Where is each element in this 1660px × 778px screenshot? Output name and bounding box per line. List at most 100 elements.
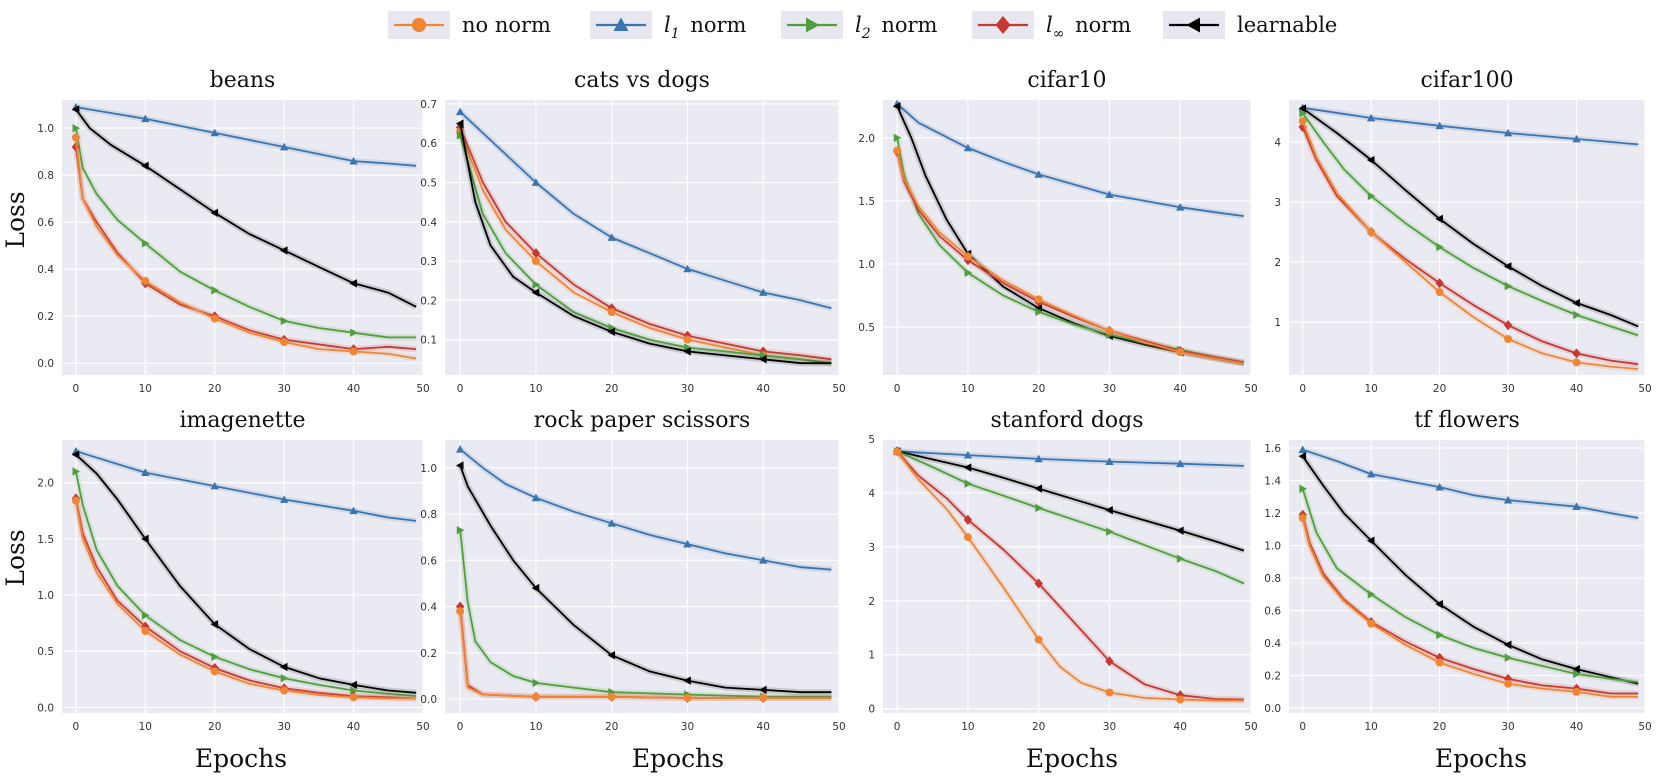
panel-title: imagenette [179,408,305,433]
legend-label: l1 norm [664,13,747,42]
legend-item-linf: l∞ norm [972,11,1131,42]
data-point [1572,664,1580,674]
legend-marker-icon [995,16,1011,34]
y-tick-label: 0.6 [420,138,437,150]
x-tick-label: 0 [1299,721,1306,733]
data-point [532,678,541,688]
data-point [141,534,149,544]
x-tick-label: 20 [1433,383,1446,395]
data-point [141,611,150,620]
legend-label-text: norm [684,13,747,37]
data-point [1299,109,1307,118]
panel-title: cifar100 [1420,68,1513,93]
data-point [1106,527,1114,536]
data-point [1176,459,1185,468]
data-point [71,105,80,114]
data-point [1504,679,1513,688]
x-tick-label: 40 [757,721,770,733]
series-learnable [1298,104,1640,330]
series-l2 [72,467,417,700]
series-l1 [455,107,833,312]
data-point [1299,484,1307,493]
x-tick-label: 10 [529,383,542,395]
y-tick-label: 1.0 [858,259,875,271]
y-tick-label: 1 [868,650,875,662]
data-point [141,114,150,123]
series-line [897,450,1244,467]
legend-label-text: norm [1068,13,1131,37]
data-point [1298,514,1307,522]
y-tick-label: 0.8 [1264,573,1281,585]
data-point [1435,599,1443,609]
data-point [963,514,973,525]
series-line [1301,488,1639,683]
y-axis-label-top: Loss [1,191,30,248]
legend-item-nonorm: no norm [388,11,551,39]
data-point [1298,445,1307,454]
data-point [963,450,973,459]
data-point [1034,484,1043,493]
series-l1 [1298,445,1639,521]
x-tick-label: 0 [73,721,80,733]
y-tick-label: 0.1 [420,335,437,347]
data-point [1298,104,1307,113]
data-point [1366,113,1376,122]
panel-title: cifar10 [1027,68,1106,93]
x-tick-label: 50 [832,383,845,395]
data-point [1298,117,1307,126]
y-tick-label: 2 [868,596,875,608]
data-point [72,467,81,476]
series-nonorm [456,607,832,702]
panel-tf-flowers: 0 10 20 30 40 50 0.0 0.2 0.4 0.6 0.8 1.0 1.2 1.4 1.6 tf… [1264,408,1651,733]
series-l1 [892,99,1245,220]
data-point [1504,653,1513,662]
x-tick-label: 20 [605,721,618,733]
x-tick-label: 50 [1244,383,1257,395]
data-point [1435,121,1444,130]
y-tick-label: 2 [1274,257,1281,269]
panel-cifar100: 0 10 20 30 40 50 1 2 3 4 cifar100 [1274,68,1651,395]
data-point [607,327,616,336]
y-tick-label: 0.2 [37,311,54,323]
data-point [963,143,973,152]
data-point [1503,320,1513,331]
legend-label: l∞ norm [1046,13,1131,42]
data-point [607,233,616,241]
y-tick-label: 1.6 [1264,443,1281,455]
data-point [1034,295,1043,304]
x-tick-label: 20 [208,721,221,733]
data-point [1503,673,1513,684]
y-tick-label: 0.6 [420,555,437,567]
x-tick-label: 10 [961,721,974,733]
data-point [349,680,357,690]
data-point [608,323,616,333]
data-point [72,124,81,133]
data-point [531,288,540,297]
data-point [531,583,540,593]
series-line [1301,120,1639,370]
x-tick-label: 30 [1501,721,1514,733]
y-tick-label: 0.4 [420,602,437,614]
legend-item-l2: l2 norm [781,11,938,42]
series-line [1301,455,1639,685]
data-point [280,686,289,695]
data-point [1435,214,1443,224]
y-tick-label: 0.8 [420,509,437,521]
y-tick-label: 0.0 [37,702,54,714]
data-point [1298,452,1307,461]
series-l1 [71,447,417,524]
data-point [210,314,219,323]
y-tick-label: 0.4 [1264,638,1281,650]
y-tick-label: 0.2 [420,648,437,660]
data-point [141,161,149,171]
data-point [1435,482,1444,491]
y-tick-label: 0 [868,704,875,716]
series-l2 [1299,484,1639,686]
x-tick-label: 50 [1638,721,1651,733]
y-tick-label: 1.2 [1264,508,1281,520]
data-point [759,693,768,702]
data-point [71,450,80,459]
data-point [1572,502,1581,510]
series-nonorm [71,133,417,362]
data-point [531,248,541,259]
